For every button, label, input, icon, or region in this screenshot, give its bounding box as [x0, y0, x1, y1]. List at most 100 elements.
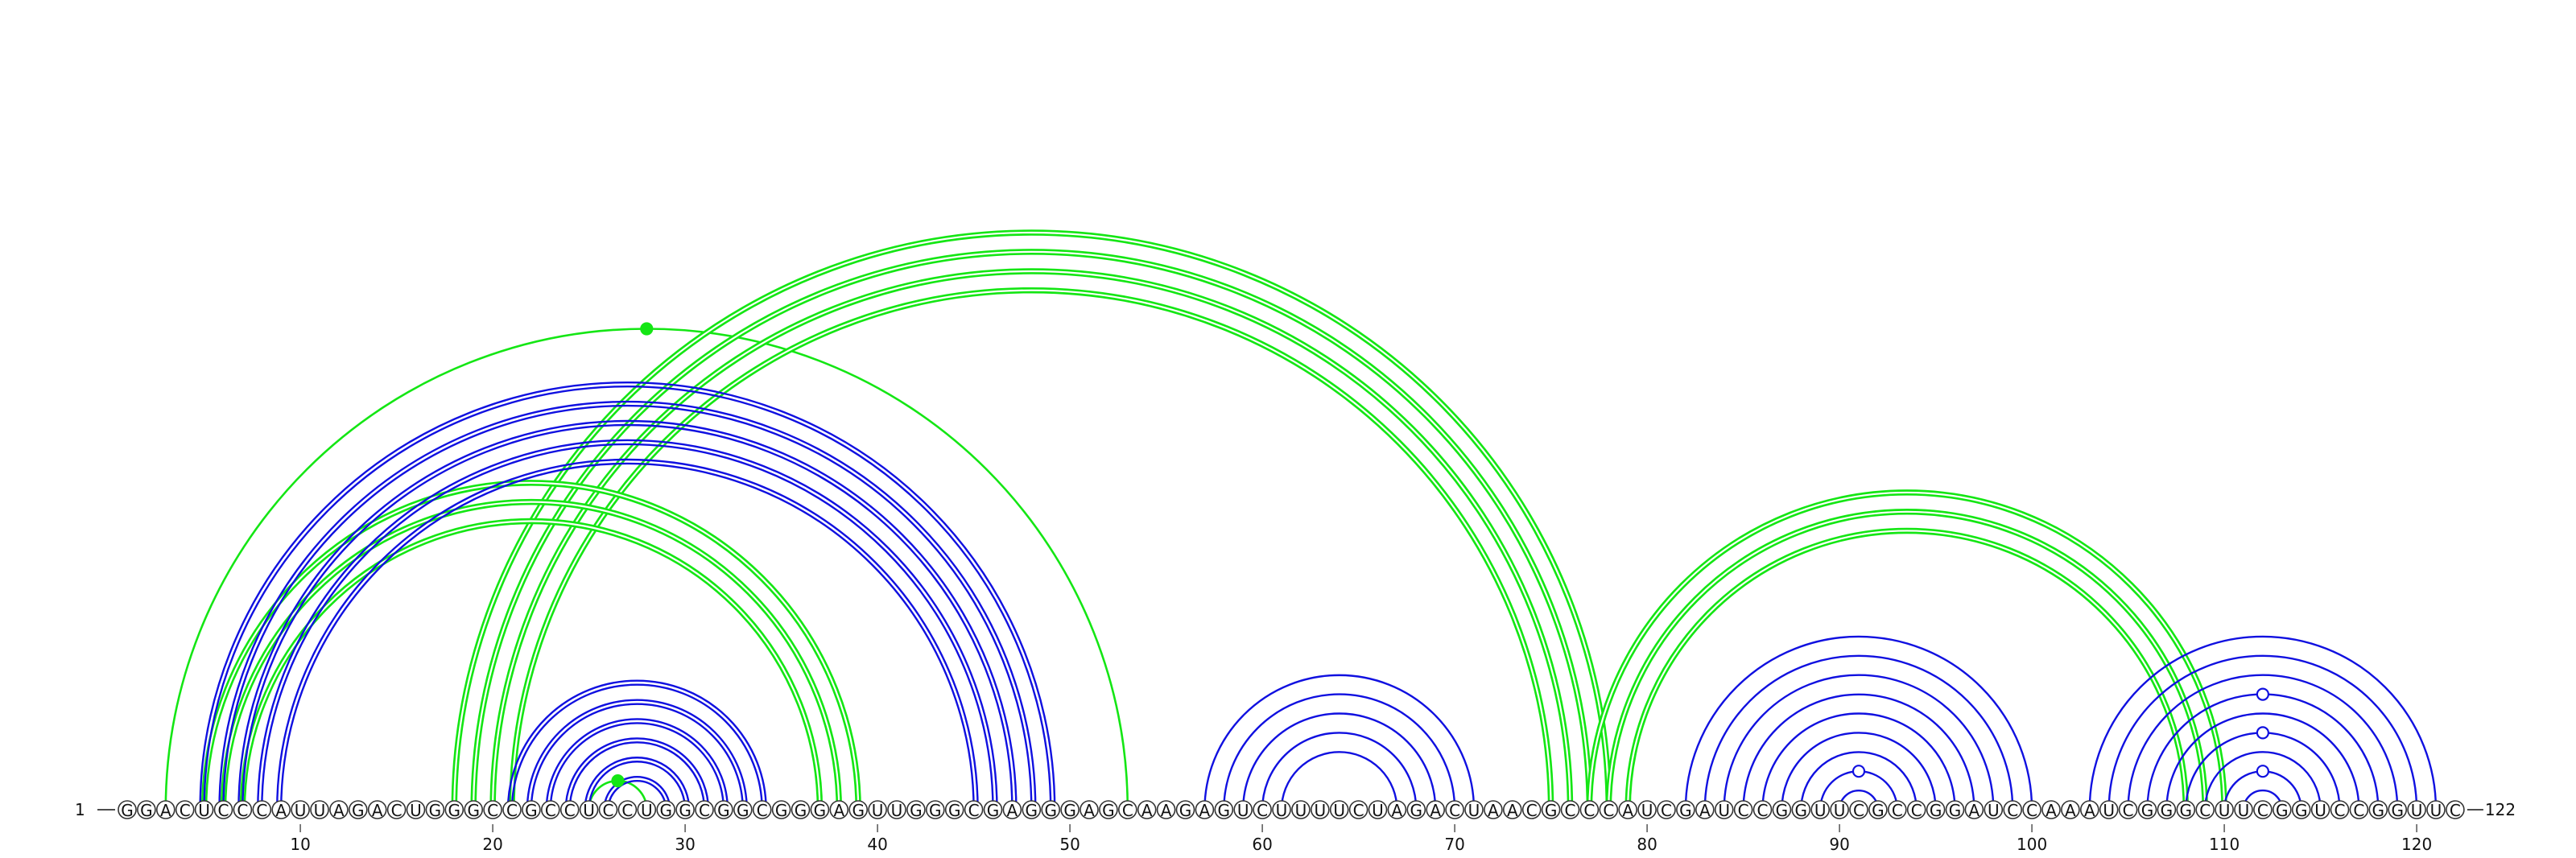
- nucleotide-letter: C: [1583, 801, 1595, 820]
- nucleotide-circle: [559, 800, 580, 819]
- nucleotide-letter: C: [1565, 801, 1576, 820]
- nucleotide-letter: A: [1199, 801, 1211, 820]
- start-label: 1: [75, 800, 85, 819]
- nucleotide-circle: [1002, 800, 1022, 819]
- tick-label: 10: [290, 835, 310, 854]
- arc-marker: [640, 322, 654, 336]
- nucleotide-letter: U: [1276, 801, 1288, 820]
- blue-arc: [2127, 674, 2399, 811]
- nucleotide-letter: C: [1449, 801, 1460, 820]
- blue-arc: [1781, 732, 1937, 811]
- nucleotide-circle: [2157, 800, 2177, 819]
- nucleotide-letter: C: [487, 801, 498, 820]
- nucleotide-letter: A: [1007, 801, 1018, 820]
- nucleotide-letter: C: [1122, 801, 1133, 820]
- nucleotide-circle: [752, 800, 772, 819]
- nucleotide-letter: G: [987, 801, 1000, 820]
- nucleotide-letter: U: [2314, 801, 2326, 820]
- nucleotide-letter: G: [1776, 801, 1789, 820]
- nucleotide-circle: [2118, 800, 2138, 819]
- nucleotide-circle: [1657, 800, 1676, 819]
- nucleotide-circle: [944, 800, 964, 819]
- nucleotide-letter: A: [1622, 801, 1633, 820]
- blue-arc: [510, 683, 763, 811]
- nucleotide-circle: [1579, 800, 1600, 819]
- blue-arc: [218, 400, 1037, 811]
- nucleotide-letter: A: [1084, 801, 1095, 820]
- nucleotide-letter: G: [679, 801, 691, 820]
- nucleotide-circle: [464, 800, 484, 819]
- nucleotide-circle: [271, 800, 291, 819]
- nucleotide-letter: U: [1237, 801, 1249, 820]
- nucleotide-letter: C: [2026, 801, 2037, 820]
- nucleotide-letter: G: [467, 801, 480, 820]
- nucleotide-circle: [137, 800, 156, 819]
- nucleotide-circle: [194, 800, 214, 819]
- nucleotide-circle: [329, 800, 349, 819]
- blue-arc: [1261, 732, 1418, 811]
- blue-arc: [1223, 693, 1456, 811]
- nucleotide-letter: C: [1892, 801, 1903, 820]
- tick-label: 40: [867, 835, 887, 854]
- nucleotide-circle: [1311, 800, 1330, 819]
- nucleotide-circle: [1868, 800, 1888, 819]
- nucleotide-letter: G: [852, 801, 865, 820]
- nucleotide-circle: [1387, 800, 1407, 819]
- nucleotide-circle: [579, 800, 599, 819]
- nucleotide-letter: U: [295, 801, 307, 820]
- sequence-backbone: 1 122: [75, 800, 2516, 819]
- nucleotide-circle: [1195, 800, 1215, 819]
- nucleotide-circle: [2176, 800, 2196, 819]
- nucleotide-circle: [2041, 800, 2061, 819]
- green-arc-inner: [492, 270, 1571, 811]
- nucleotide-circle: [868, 800, 887, 819]
- nucleotide-circle: [2137, 800, 2157, 819]
- nucleotide-letter: U: [1333, 801, 1345, 820]
- nucleotide-circle: [2061, 800, 2080, 819]
- nucleotide-letter: G: [1679, 801, 1692, 820]
- nucleotide-circle: [502, 800, 522, 819]
- nucleotide-letter: U: [1988, 801, 2000, 820]
- nucleotide-circle: [444, 800, 464, 819]
- nucleotide-circle: [1464, 800, 1484, 819]
- nucleotide-letter: U: [1641, 801, 1653, 820]
- nucleotide-letter: C: [603, 801, 614, 820]
- nucleotide-circle: [1906, 800, 1926, 819]
- nucleotide-letter: A: [1141, 801, 1153, 820]
- position-axis: 10 20 30 40 50 60 70 80 90 100 110 120: [290, 824, 2432, 854]
- nucleotide-letter: C: [256, 801, 267, 820]
- tick-label: 110: [2209, 835, 2240, 854]
- nucleotide-letter: G: [2295, 801, 2308, 820]
- nucleotide-letter: G: [1218, 801, 1231, 820]
- blue-arc: [1684, 635, 2033, 811]
- nucleotide-letter: G: [1795, 801, 1808, 820]
- nucleotide-letter: U: [198, 801, 210, 820]
- green-arc-inner: [473, 250, 1591, 811]
- tick-label: 120: [2401, 835, 2432, 854]
- nucleotide-letter: G: [2141, 801, 2154, 820]
- nucleotide-letter: U: [2219, 801, 2231, 820]
- nucleotide-letter: C: [1757, 801, 1769, 820]
- nucleotide-circle: [1964, 800, 1984, 819]
- nucleotide-letter: G: [814, 801, 827, 820]
- nucleotide-letter: C: [621, 801, 633, 820]
- nucleotide-letter: A: [1699, 801, 1711, 820]
- nucleotide-letter: U: [891, 801, 903, 820]
- nucleotide-letter: G: [121, 801, 134, 820]
- nucleotide-circle: [1080, 800, 1099, 819]
- nucleotide-letter: C: [1353, 801, 1364, 820]
- nucleotide-circle: [1253, 800, 1272, 819]
- nucleotide-circle: [386, 800, 407, 819]
- nucleotide-circle: [1022, 800, 1042, 819]
- nucleotide-circle: [617, 800, 638, 819]
- nucleotide-letter: A: [1488, 801, 1499, 820]
- green-arc: [470, 249, 1593, 811]
- nucleotide-letter: C: [1911, 801, 1922, 820]
- blue-arc: [568, 741, 706, 811]
- nucleotide-circle: [522, 800, 541, 819]
- nucleotide-letter: G: [1063, 801, 1076, 820]
- blue-arc: [261, 443, 994, 811]
- nucleotide-circle: [1714, 800, 1734, 819]
- nucleotide-circle: [1772, 800, 1792, 819]
- nucleotide-letter: U: [314, 801, 326, 820]
